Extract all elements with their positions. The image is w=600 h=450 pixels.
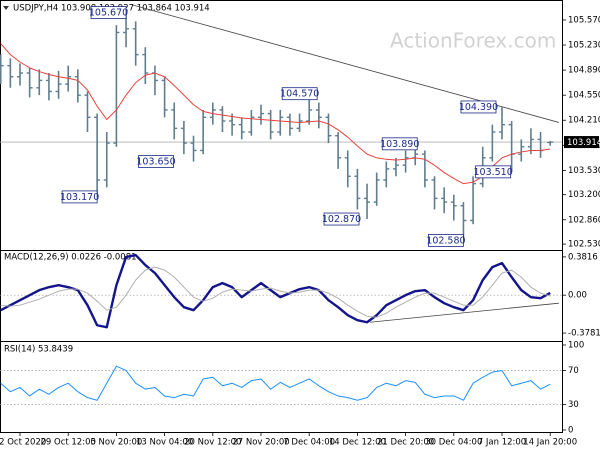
- y-tick-label: 102.530: [568, 240, 600, 250]
- y-tick-label: 103.530: [568, 166, 600, 176]
- indicator-line: [0, 365, 551, 401]
- x-tick-label: 29 Oct 12:00: [40, 438, 95, 448]
- annotation-box: [381, 137, 418, 151]
- y-tick-label: 70: [568, 366, 579, 376]
- annotation-label: 103.890: [380, 139, 419, 150]
- annotation-label: 103.510: [473, 167, 512, 178]
- x-tick-label: 21 Dec 20:00: [377, 438, 434, 448]
- macd-title: MACD(12,26,9) 0.0226 -0.0081: [4, 253, 137, 263]
- annotation-box: [460, 100, 497, 114]
- indicator-line: [0, 253, 551, 329]
- y-tick-label: 0.3816: [568, 252, 598, 262]
- plot-border: [0, 0, 563, 433]
- x-tick-label: 22 Oct 2020: [0, 438, 46, 448]
- annotation-label: 104.570: [280, 89, 319, 100]
- x-tick-label: 14 Jan 20:00: [523, 438, 577, 448]
- x-tick-label: 27 Nov 20:00: [232, 438, 289, 448]
- x-tick-label: 14 Dec 12:00: [329, 438, 386, 448]
- y-tick-label: 103.200: [568, 190, 600, 200]
- moving-average: [0, 43, 551, 185]
- annotation-label: 102.580: [426, 235, 465, 246]
- y-tick-label: 104.210: [568, 116, 600, 126]
- annotation-box: [323, 212, 360, 226]
- annotation-box: [428, 234, 464, 247]
- annotation-box: [138, 155, 174, 168]
- annotation-box: [61, 190, 98, 204]
- annotation-box: [90, 6, 127, 19]
- annotation-box: [281, 87, 318, 101]
- symbol-icon: [3, 6, 9, 10]
- y-tick-label: 105.230: [568, 41, 600, 51]
- y-tick-label: 100: [568, 340, 584, 350]
- indicator-line: [0, 266, 551, 318]
- annotation-box: [475, 165, 512, 179]
- y-tick-label: 104.890: [568, 66, 600, 76]
- rsi-title: RSI(14) 53.8439: [4, 345, 73, 355]
- x-tick-label: 13 Nov 04:00: [136, 438, 193, 448]
- y-tick-label: -0.3781: [568, 329, 600, 339]
- x-tick-label: 7 Dec 04:00: [283, 438, 335, 448]
- y-tick-label: 30: [568, 400, 579, 410]
- watermark: ActionForex.com: [390, 29, 556, 53]
- x-tick-label: 30 Dec 04:00: [425, 438, 482, 448]
- last-price-box: [564, 136, 599, 149]
- annotation-label: 105.670: [89, 8, 128, 19]
- trend-line: [369, 302, 559, 323]
- x-tick-label: 20 Nov 12:00: [184, 438, 241, 448]
- x-tick-label: 7 Jan 12:00: [478, 438, 526, 448]
- y-tick-label: 104.550: [568, 91, 600, 101]
- y-tick-label: 102.860: [568, 215, 600, 225]
- last-price-label: 103.914: [567, 138, 600, 148]
- annotation-label: 103.170: [60, 192, 99, 203]
- annotation-label: 103.650: [136, 157, 175, 168]
- y-tick-label: 0.00: [568, 291, 587, 301]
- annotation-label: 102.870: [322, 214, 361, 225]
- y-tick-label: 0: [568, 425, 573, 435]
- x-tick-label: 5 Nov 20:00: [90, 438, 142, 448]
- annotation-label: 104.390: [459, 102, 498, 113]
- y-tick-label: 105.570: [568, 15, 600, 25]
